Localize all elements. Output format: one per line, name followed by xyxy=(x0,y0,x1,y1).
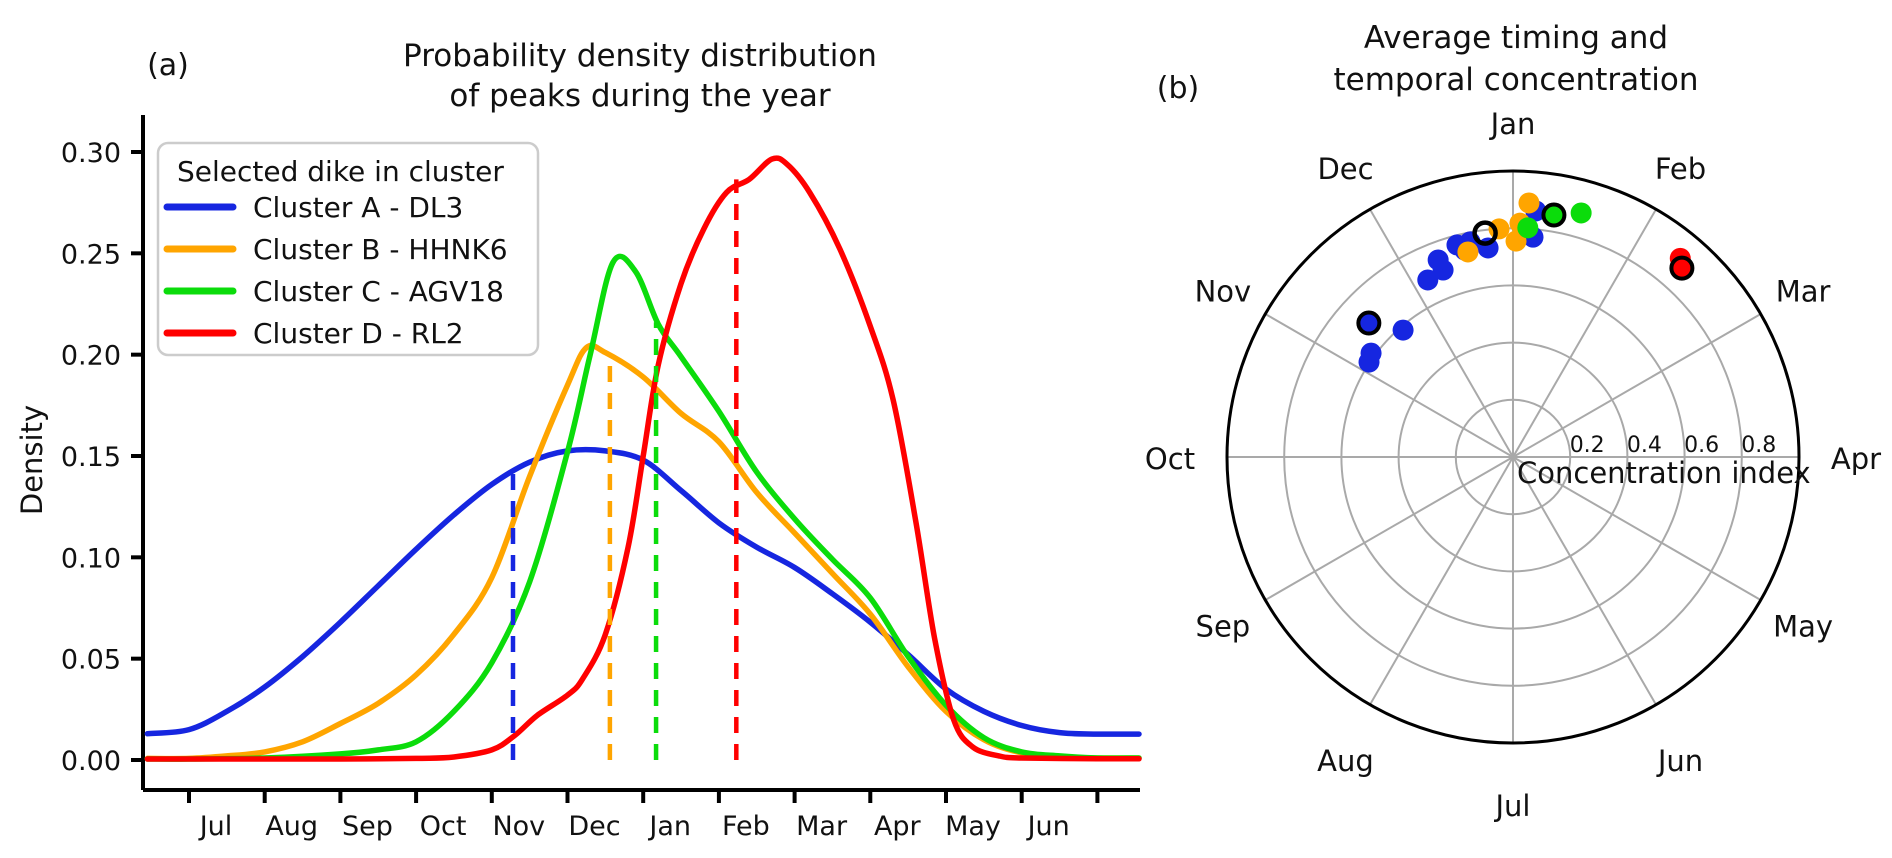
y-tick-label: 0.10 xyxy=(61,543,121,574)
polar-point-cluster-c xyxy=(1517,217,1539,239)
polar-grid-circle xyxy=(1340,284,1686,630)
concentration-index-label: Concentration index xyxy=(1517,456,1811,490)
polar-month-label-nov: Nov xyxy=(1195,275,1252,309)
legend-label-cluster-a: Cluster A - DL3 xyxy=(253,191,463,224)
x-tick-label: Jul xyxy=(198,811,233,842)
polar-month-label-sep: Sep xyxy=(1196,610,1251,644)
x-tick-label: Aug xyxy=(265,811,318,842)
polar-month-label-mar: Mar xyxy=(1776,275,1831,309)
y-tick-label: 0.00 xyxy=(61,746,121,777)
x-tick-label: Dec xyxy=(568,811,620,842)
polar-spoke xyxy=(1369,208,1514,458)
x-tick-label: Apr xyxy=(874,811,922,842)
polar-outline xyxy=(1225,169,1801,745)
x-tick-label: Jun xyxy=(1026,811,1070,842)
density-curve-cluster-a xyxy=(144,446,1142,737)
panel-b: (b) Average timing and temporal concentr… xyxy=(1145,20,1881,823)
x-tick-label: Sep xyxy=(342,811,393,842)
polar-radial-tick-label: 0.2 xyxy=(1570,433,1605,458)
polar-radial-tick-label: 0.8 xyxy=(1741,433,1776,458)
polar-month-label-feb: Feb xyxy=(1655,152,1706,186)
polar-month-label-jul: Jul xyxy=(1494,789,1531,823)
polar-spoke xyxy=(1512,208,1657,458)
polar-month-label-apr: Apr xyxy=(1831,442,1881,476)
polar-point-cluster-b xyxy=(1457,241,1479,263)
panel-a-curves xyxy=(144,155,1142,762)
x-tick-label: Oct xyxy=(420,811,467,842)
y-tick-label: 0.30 xyxy=(61,138,121,169)
legend-label-cluster-d: Cluster D - RL2 xyxy=(253,317,464,350)
legend-box xyxy=(156,141,540,357)
polar-spoke xyxy=(1264,456,1514,601)
panel-b-title-line1: Average timing and xyxy=(1364,20,1668,56)
polar-point-cluster-b xyxy=(1518,192,1540,214)
panel-b-label: (b) xyxy=(1157,71,1199,106)
x-tick-label: Jan xyxy=(647,811,691,842)
panel-a-axes: 0.00 0.05 0.10 0.15 0.20 0.25 0.30 Jul Aug Sep Oct… xyxy=(61,115,1140,842)
polar-spoke xyxy=(1512,456,1762,601)
panel-a-ylabel: Density xyxy=(15,405,49,515)
legend-label-cluster-c: Cluster C - AGV18 xyxy=(253,275,504,308)
density-curve-cluster-c xyxy=(144,253,1142,762)
x-tick-label: May xyxy=(945,811,1001,842)
polar-point-cluster-a xyxy=(1417,269,1439,291)
polar-point-cluster-a xyxy=(1427,249,1449,271)
polar-spoke xyxy=(1512,313,1762,458)
polar-point-cluster-c-selected xyxy=(1541,202,1567,228)
polar-month-label-aug: Aug xyxy=(1317,744,1374,778)
panel-b-title-line2: temporal concentration xyxy=(1334,62,1699,98)
polar-point-cluster-b-selected xyxy=(1472,220,1498,246)
y-tick-label: 0.15 xyxy=(61,442,121,473)
polar-point-cluster-a xyxy=(1392,319,1414,341)
polar-month-label-may: May xyxy=(1773,610,1833,644)
polar-point-cluster-b xyxy=(1488,218,1510,240)
polar-month-label-oct: Oct xyxy=(1145,442,1195,476)
polar-point-cluster-a xyxy=(1360,342,1382,364)
y-tick-label: 0.25 xyxy=(61,239,121,270)
polar-radial-tick-label: 0.4 xyxy=(1627,433,1662,458)
polar-point-cluster-a-selected xyxy=(1356,310,1382,336)
polar-spoke xyxy=(1369,456,1514,706)
density-curve-cluster-b xyxy=(144,342,1142,762)
polar-month-label-dec: Dec xyxy=(1317,152,1373,186)
panel-a-title-line1: Probability density distribution xyxy=(403,38,877,74)
polar-month-label-jan: Jan xyxy=(1489,107,1536,141)
density-curve-cluster-d xyxy=(144,155,1142,762)
panel-b-polar-points xyxy=(1356,192,1695,373)
legend-title: Selected dike in cluster xyxy=(177,155,504,188)
polar-grid-circle xyxy=(1454,398,1572,516)
panel-a-title-line2: of peaks during the year xyxy=(449,78,830,114)
polar-point-cluster-d-selected xyxy=(1669,255,1695,281)
polar-grid-circle xyxy=(1397,341,1629,573)
x-tick-label: Mar xyxy=(796,811,848,842)
polar-month-label-jun: Jun xyxy=(1656,744,1703,778)
panel-a-mean-lines xyxy=(510,179,739,760)
polar-spoke xyxy=(1512,456,1657,706)
panel-a: (a) Probability density distribution of … xyxy=(15,38,1142,842)
panel-a-legend: Selected dike in cluster Cluster A - DL3… xyxy=(156,141,540,357)
y-tick-label: 0.05 xyxy=(61,645,121,676)
polar-point-cluster-c xyxy=(1570,202,1592,224)
polar-radial-tick-label: 0.6 xyxy=(1684,433,1719,458)
panel-a-label: (a) xyxy=(147,48,189,83)
x-tick-label: Nov xyxy=(492,811,545,842)
polar-spoke xyxy=(1264,313,1514,458)
legend-label-cluster-b: Cluster B - HHNK6 xyxy=(253,233,508,266)
y-tick-label: 0.20 xyxy=(61,341,121,372)
panel-b-polar-labels: 0.2 0.4 0.6 0.8 Jan Feb Mar Apr May Jun Jul Aug Sep O… xyxy=(1145,107,1881,823)
x-tick-label: Feb xyxy=(722,811,770,842)
